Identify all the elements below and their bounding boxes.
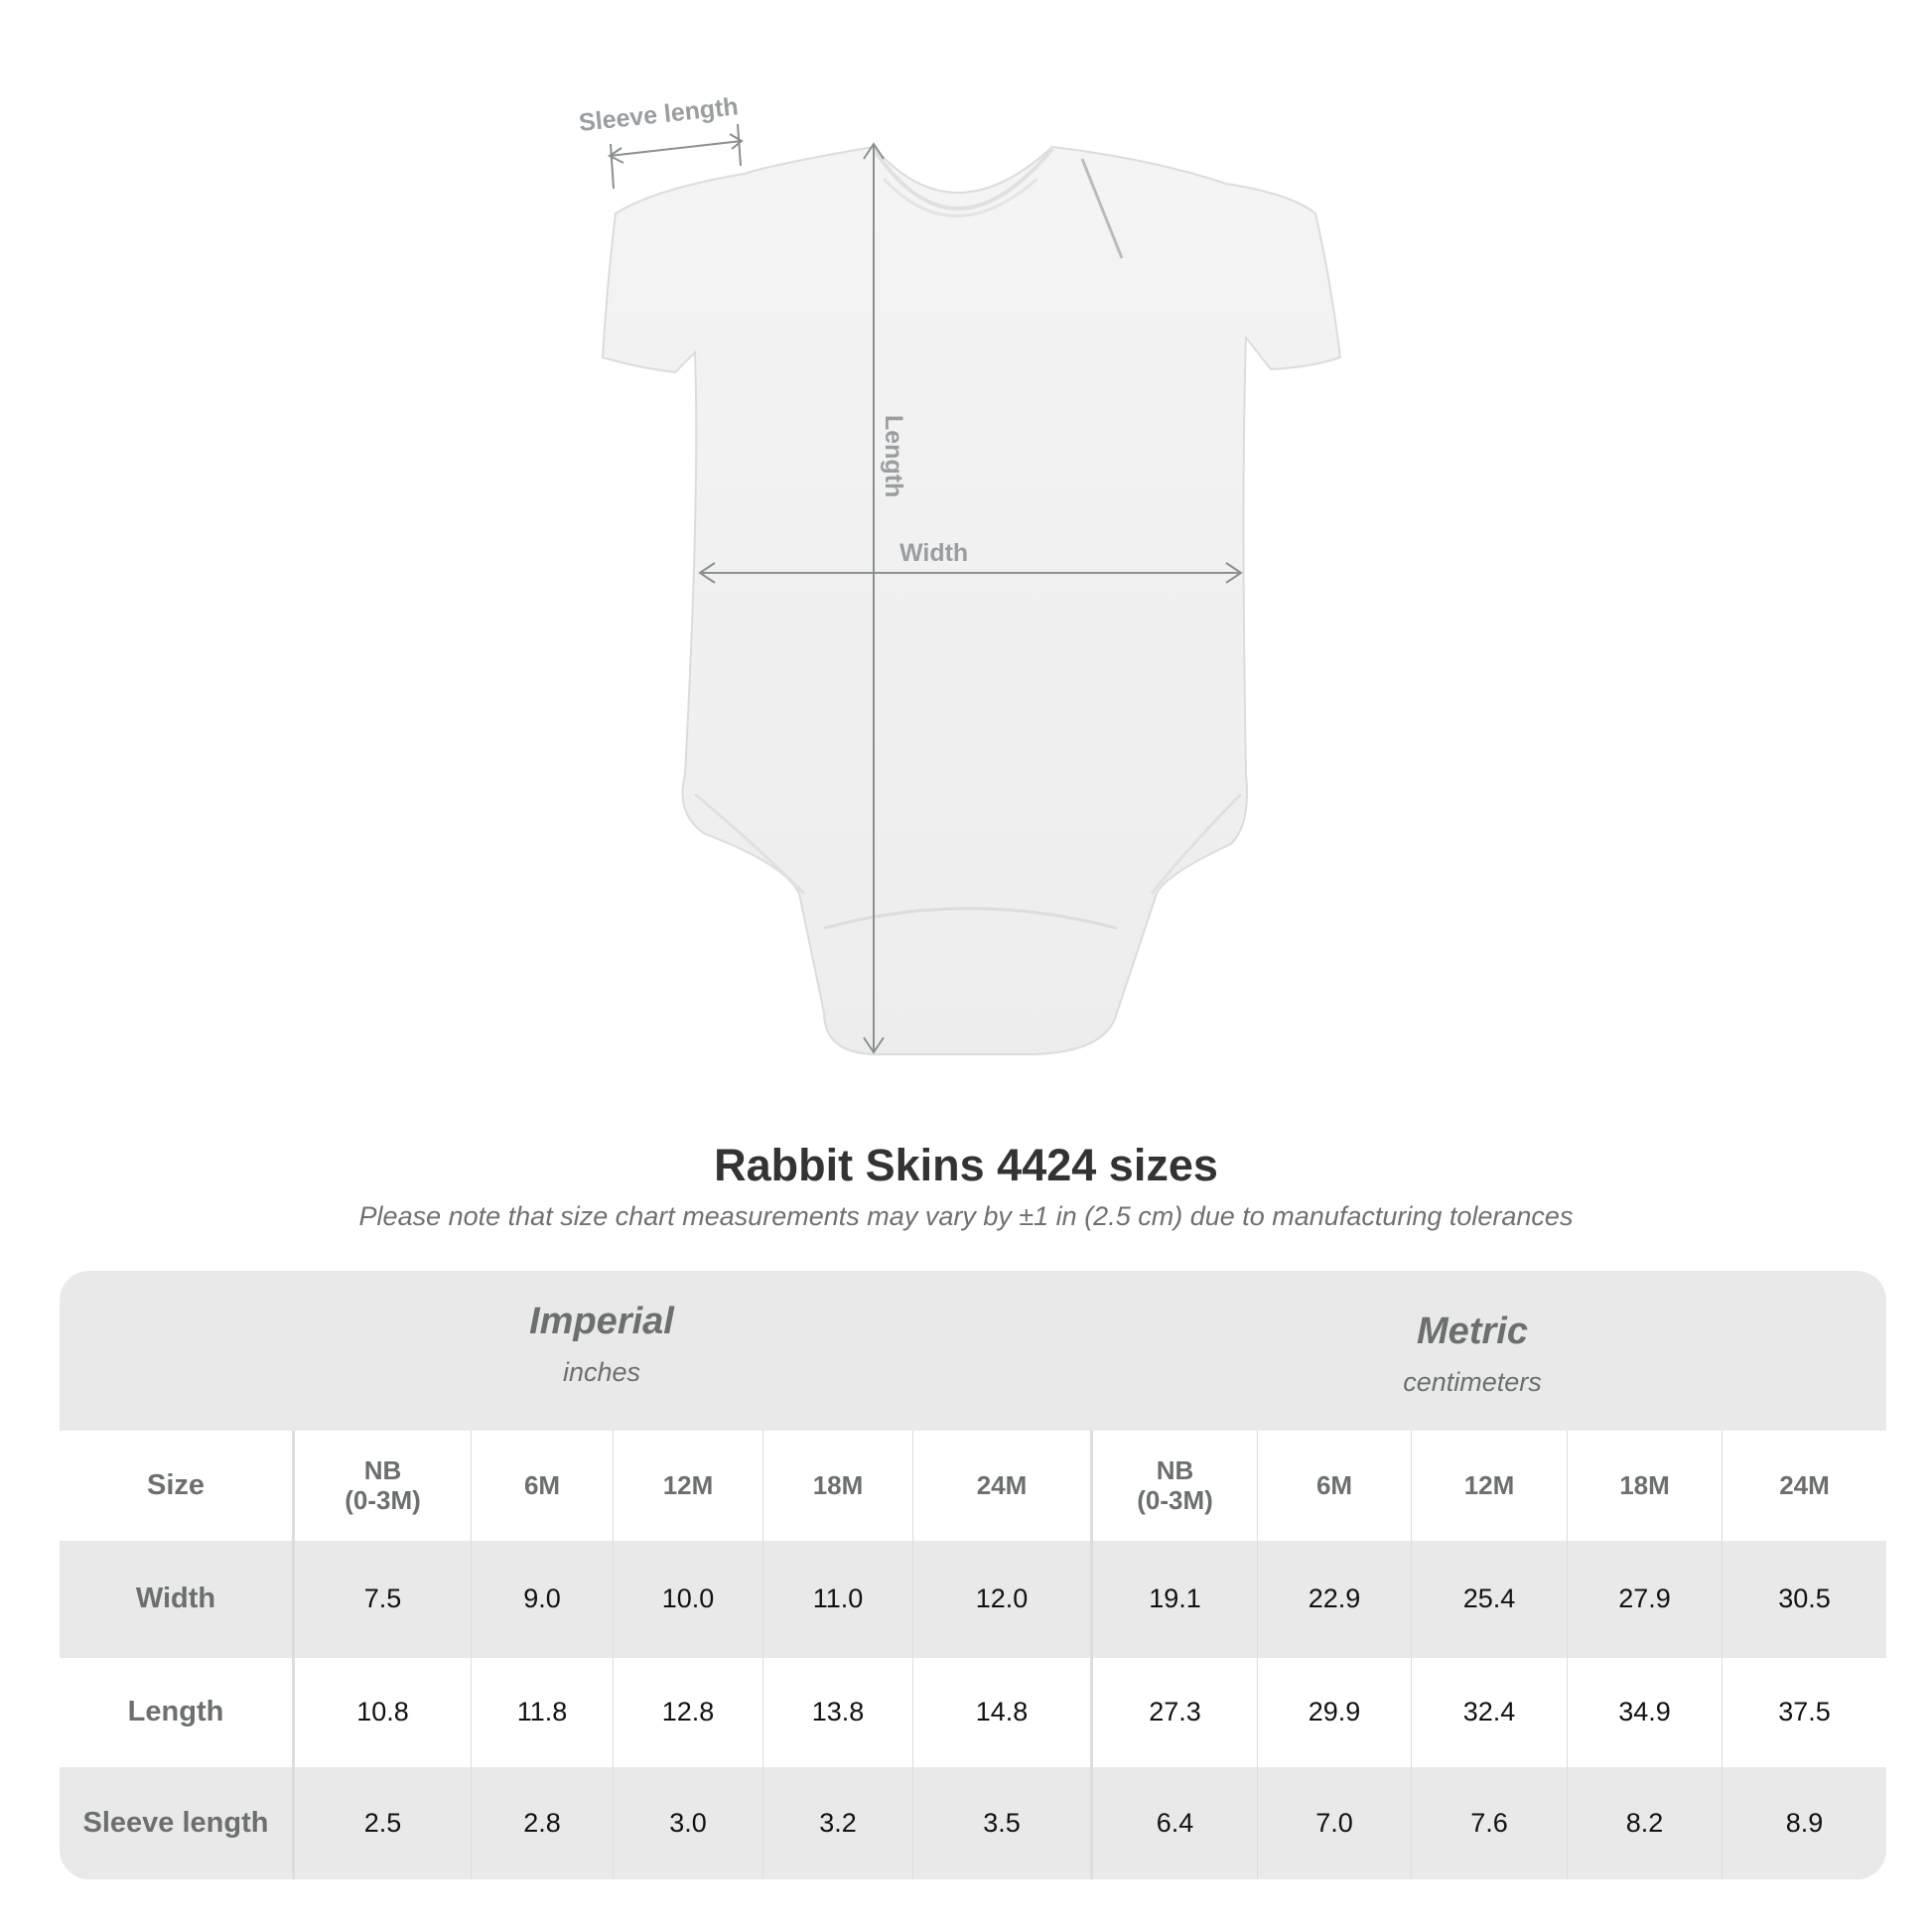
bodysuit-illustration xyxy=(601,145,1342,1055)
table-cell: 6.4 xyxy=(1090,1767,1257,1879)
size-label: Size xyxy=(146,1468,206,1501)
size-column-header: 6M xyxy=(471,1431,613,1541)
size-column-header: 12M xyxy=(613,1431,762,1541)
table-cell: 34.9 xyxy=(1567,1658,1722,1767)
table-cell: 27.3 xyxy=(1090,1658,1257,1767)
width-label: Width xyxy=(899,539,968,567)
size-column-header: 24M xyxy=(912,1431,1090,1541)
bodysuit-diagram: Sleeve length Length Width xyxy=(578,92,1342,1055)
table-cell: 3.0 xyxy=(613,1767,762,1879)
table-cell: 7.0 xyxy=(1257,1767,1411,1879)
table-row: Sleeve length 2.5 2.8 3.0 3.2 3.5 6.4 7.0 7.6 8.2… xyxy=(60,1767,1886,1879)
sleeve-length-label: Sleeve length xyxy=(578,92,740,137)
table-cell: 10.8 xyxy=(292,1658,471,1767)
imperial-heading: Imperial xyxy=(529,1301,674,1342)
table-cell: 29.9 xyxy=(1257,1658,1411,1767)
size-column-header: NB (0-3M) xyxy=(292,1431,471,1541)
tolerance-note: Please note that size chart measurements… xyxy=(358,1201,1574,1231)
size-column-header: 18M xyxy=(762,1431,912,1541)
table-cell: 25.4 xyxy=(1411,1541,1567,1658)
size-column-header: 6M xyxy=(1257,1431,1411,1541)
page-title: Rabbit Skins 4424 sizes xyxy=(714,1140,1218,1190)
table-cell: 37.5 xyxy=(1722,1658,1886,1767)
table-cell: 10.0 xyxy=(613,1541,762,1658)
row-label: Width xyxy=(135,1583,216,1615)
sleeve-arrow xyxy=(609,140,743,157)
table-cell: 22.9 xyxy=(1257,1541,1411,1658)
table-cell: 11.0 xyxy=(762,1541,912,1658)
imperial-header: Imperial inches xyxy=(292,1301,911,1388)
table-cell: 3.5 xyxy=(912,1767,1090,1879)
table-cell: 13.8 xyxy=(762,1658,912,1767)
table-cell: 30.5 xyxy=(1722,1541,1886,1658)
metric-header: Metric centimeters xyxy=(1090,1311,1855,1398)
row-label: Sleeve length xyxy=(82,1806,269,1839)
table-cell: 7.5 xyxy=(292,1541,471,1658)
metric-unit: centimeters xyxy=(1403,1367,1542,1397)
table-cell: 14.8 xyxy=(912,1658,1090,1767)
length-label: Length xyxy=(880,415,907,497)
table-cell: 8.2 xyxy=(1567,1767,1722,1879)
table-cell: 12.8 xyxy=(613,1658,762,1767)
size-column-header: 12M xyxy=(1411,1431,1567,1541)
table-cell: 11.8 xyxy=(471,1658,613,1767)
table-cell: 9.0 xyxy=(471,1541,613,1658)
measurement-arrows xyxy=(608,123,1243,1054)
row-label: Length xyxy=(127,1696,224,1728)
size-column-header: 18M xyxy=(1567,1431,1722,1541)
table-row: Width 7.5 9.0 10.0 11.0 12.0 19.1 22.9 25.4 27.9 3… xyxy=(60,1541,1886,1658)
table-cell: 7.6 xyxy=(1411,1767,1567,1879)
table-cell: 2.8 xyxy=(471,1767,613,1879)
table-row: Length 10.8 11.8 12.8 13.8 14.8 27.3 29.9 32.4 34… xyxy=(60,1658,1886,1767)
size-column-header: 24M xyxy=(1722,1431,1886,1541)
table-cell: 12.0 xyxy=(912,1541,1090,1658)
table-cell: 32.4 xyxy=(1411,1658,1567,1767)
size-table: Imperial inches Metric centimeters Size N… xyxy=(60,1271,1886,1879)
table-cell: 3.2 xyxy=(762,1767,912,1879)
size-header-row: Size NB (0-3M) 6M 12M 18M 24M NB (0-3M) 6M 12M 18… xyxy=(60,1431,1886,1541)
metric-heading: Metric xyxy=(1417,1311,1528,1352)
imperial-unit: inches xyxy=(562,1357,641,1387)
table-cell: 2.5 xyxy=(292,1767,471,1879)
table-cell: 19.1 xyxy=(1090,1541,1257,1658)
size-column-header: NB (0-3M) xyxy=(1090,1431,1257,1541)
table-cell: 27.9 xyxy=(1567,1541,1722,1658)
table-cell: 8.9 xyxy=(1722,1767,1886,1879)
